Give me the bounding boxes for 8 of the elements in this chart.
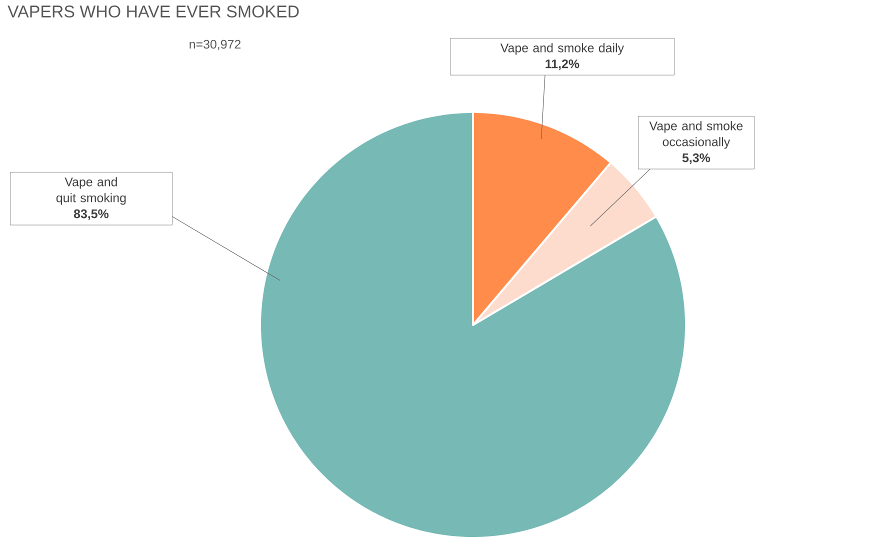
data-label: 83,5% <box>74 209 109 220</box>
chart-title: VAPERS WHO HAVE EVER SMOKED <box>8 6 299 18</box>
data-label: 11,2% <box>546 59 580 70</box>
slice-label: Vape and smoke daily <box>500 43 624 55</box>
data-label: 5,3% <box>682 153 710 164</box>
chart-subtitle: n=30,972 <box>190 40 241 50</box>
slice-label: Vape and smoke occasionally <box>649 121 743 149</box>
slice-label: Vape and quit smoking <box>56 177 126 205</box>
